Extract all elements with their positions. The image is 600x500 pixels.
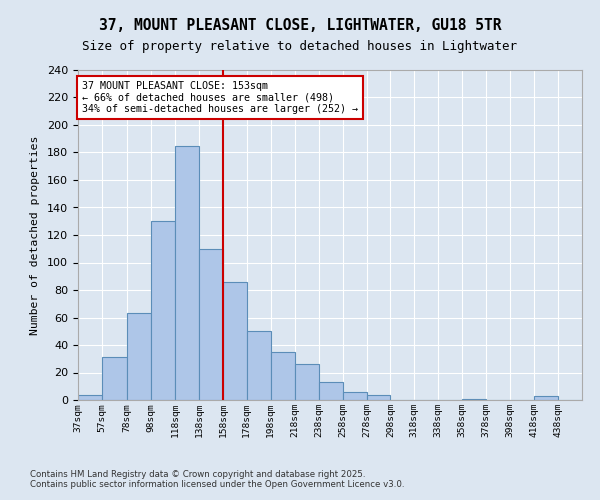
Bar xyxy=(151,221,175,400)
Bar xyxy=(367,394,391,400)
Y-axis label: Number of detached properties: Number of detached properties xyxy=(30,136,40,334)
Text: Size of property relative to detached houses in Lightwater: Size of property relative to detached ho… xyxy=(83,40,517,53)
Bar xyxy=(319,382,343,400)
Bar xyxy=(534,396,558,400)
Bar xyxy=(223,282,247,400)
Bar xyxy=(295,364,319,400)
Bar xyxy=(343,392,367,400)
Text: Contains HM Land Registry data © Crown copyright and database right 2025.
Contai: Contains HM Land Registry data © Crown c… xyxy=(30,470,404,489)
Bar xyxy=(199,248,223,400)
Text: 37, MOUNT PLEASANT CLOSE, LIGHTWATER, GU18 5TR: 37, MOUNT PLEASANT CLOSE, LIGHTWATER, GU… xyxy=(99,18,501,32)
Bar xyxy=(271,352,295,400)
Bar xyxy=(102,358,127,400)
Text: 37 MOUNT PLEASANT CLOSE: 153sqm
← 66% of detached houses are smaller (498)
34% o: 37 MOUNT PLEASANT CLOSE: 153sqm ← 66% of… xyxy=(82,81,358,114)
Bar xyxy=(247,331,271,400)
Bar xyxy=(78,394,102,400)
Bar xyxy=(462,398,486,400)
Bar xyxy=(127,314,151,400)
Bar xyxy=(175,146,199,400)
